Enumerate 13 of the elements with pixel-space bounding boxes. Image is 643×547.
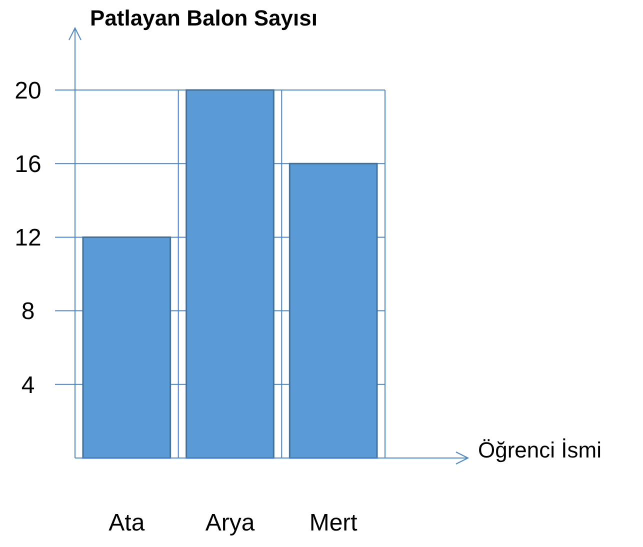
x-tick-label: Mert [309, 509, 358, 536]
bar [82, 236, 172, 459]
y-tick-label: 12 [14, 224, 42, 252]
y-tick-label: 16 [14, 151, 42, 178]
bar [288, 162, 378, 459]
y-tick-label: 4 [21, 372, 35, 399]
x-tick-label: Arya [205, 509, 256, 536]
y-axis-title: Patlayan Balon Sayısı [90, 6, 318, 31]
y-tick-label: 8 [21, 298, 35, 326]
x-axis-title: Öğrenci İsmi [478, 438, 602, 463]
bar [186, 89, 274, 459]
y-tick-label: 20 [14, 77, 42, 104]
x-tick-label: Ata [108, 509, 146, 536]
